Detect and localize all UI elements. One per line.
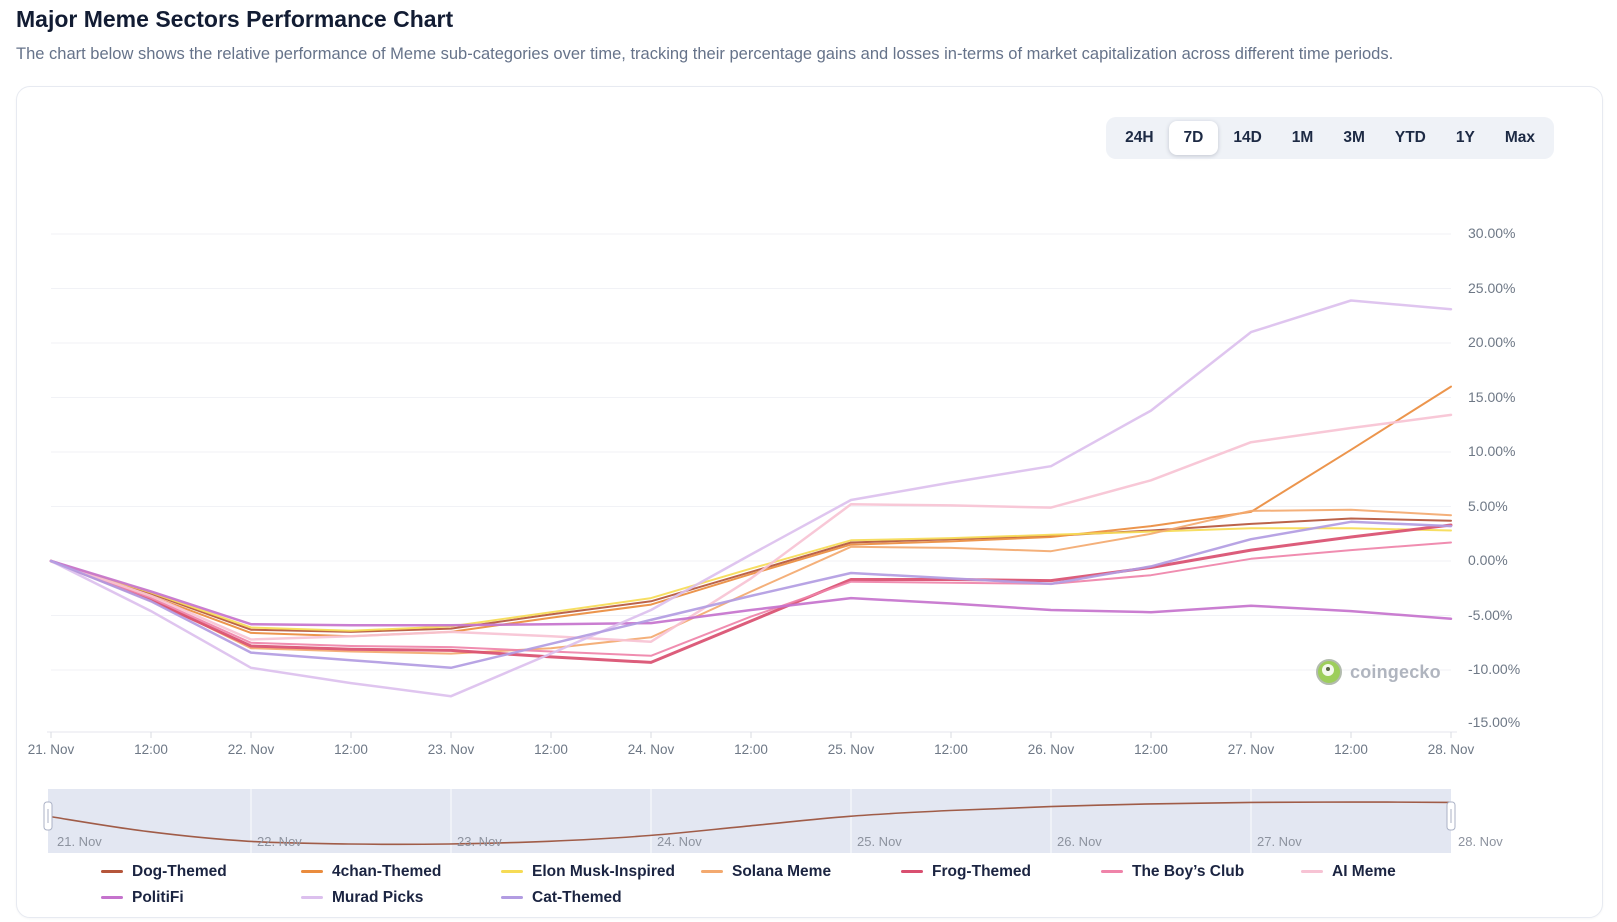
series-line-ai-meme[interactable] xyxy=(49,413,1453,643)
y-axis-label: 10.00% xyxy=(1468,443,1516,459)
legend-label: Murad Picks xyxy=(332,888,424,906)
y-axis-label: 25.00% xyxy=(1468,279,1516,296)
legend-label: Dog-Themed xyxy=(132,862,227,880)
series-line-politifi[interactable] xyxy=(49,559,1453,627)
range-button-max[interactable]: Max xyxy=(1504,129,1535,146)
y-axis-label: 30.00% xyxy=(1468,225,1516,241)
legend-label: PolitiFi xyxy=(132,888,184,906)
range-button-ytd[interactable]: YTD xyxy=(1394,129,1426,146)
legend-item-politifi[interactable]: PolitiFi xyxy=(101,887,301,908)
coingecko-logo-icon xyxy=(1316,659,1342,685)
range-button-14d[interactable]: 14D xyxy=(1233,129,1262,146)
legend-item-elon-musk-inspired[interactable]: Elon Musk-Inspired xyxy=(501,861,701,882)
time-range-selector: 24H 7D 14D 1M 3M YTD 1Y Max xyxy=(1106,117,1554,159)
x-axis-label: 24. Nov xyxy=(627,742,675,757)
legend-marker-cat-themed xyxy=(501,895,523,900)
legend-item-solana-meme[interactable]: Solana Meme xyxy=(701,861,901,882)
x-axis-label: 12:00 xyxy=(334,742,368,757)
range-button-1y[interactable]: 1Y xyxy=(1455,129,1475,146)
performance-chart xyxy=(43,233,1457,853)
legend-marker-murad-picks xyxy=(301,895,323,900)
legend-item-the-boys-club[interactable]: The Boy’s Club xyxy=(1101,861,1301,882)
range-button-7d[interactable]: 7D xyxy=(1168,121,1219,155)
y-axis-label: 15.00% xyxy=(1468,388,1516,405)
y-axis-label: -5.00% xyxy=(1468,606,1513,623)
series-line-cat-themed[interactable] xyxy=(49,520,1453,670)
x-axis-label: 21. Nov xyxy=(27,742,75,757)
legend-marker-politifi xyxy=(101,895,123,900)
x-axis-label: 28. Nov xyxy=(1427,742,1475,757)
legend-marker-solana-meme xyxy=(701,869,723,874)
legend-label: Cat-Themed xyxy=(532,888,622,906)
chart-card: 24H 7D 14D 1M 3M YTD 1Y Max 30.00% 25.00% 20.00% 1… xyxy=(16,86,1603,918)
navigator-date-label: 24. Nov xyxy=(657,834,702,849)
legend-label: Elon Musk-Inspired xyxy=(532,862,675,880)
navigator-date-label: 21. Nov xyxy=(57,834,102,849)
x-axis-label: 27. Nov xyxy=(1227,742,1275,757)
chart-legend: Dog-Themed 4chan-Themed Elon Musk-Inspired… xyxy=(101,861,1501,908)
legend-label: Solana Meme xyxy=(732,862,832,880)
series-line-4chan-themed[interactable] xyxy=(50,385,1452,638)
watermark-label: coingecko xyxy=(1350,661,1441,682)
legend-marker-frog-themed xyxy=(901,869,923,874)
x-axis-label: 26. Nov xyxy=(1027,742,1075,757)
series-line-elon-musk-inspired[interactable] xyxy=(50,527,1452,632)
x-axis-label: 12:00 xyxy=(534,742,568,757)
x-axis-label: 12:00 xyxy=(734,742,768,757)
legend-item-dog-themed[interactable]: Dog-Themed xyxy=(101,861,301,882)
legend-marker-the-boys-club xyxy=(1101,869,1123,874)
navigator-series-line xyxy=(47,801,1452,846)
legend-label: 4chan-Themed xyxy=(332,862,442,880)
legend-marker-ai-meme xyxy=(1301,869,1323,874)
y-axis-label: 0.00% xyxy=(1468,552,1508,568)
navigator-date-label: 28. Nov xyxy=(1458,834,1503,849)
legend-label: Frog-Themed xyxy=(932,862,1032,880)
y-axis-label: -10.00% xyxy=(1468,661,1521,677)
navigator-date-label: 26. Nov xyxy=(1057,834,1102,849)
y-axis-label: -15.00% xyxy=(1468,714,1521,730)
navigator-date-label: 22. Nov xyxy=(257,834,302,849)
navigator-date-label: 23. Nov xyxy=(457,834,502,849)
legend-item-frog-themed[interactable]: Frog-Themed xyxy=(901,861,1101,882)
navigator-handle-right[interactable] xyxy=(1446,801,1456,831)
x-axis-label: 12:00 xyxy=(134,742,168,757)
series-line-dog-themed[interactable] xyxy=(50,517,1452,633)
x-axis-label: 25. Nov xyxy=(827,742,875,757)
legend-item-ai-meme[interactable]: AI Meme xyxy=(1301,861,1501,882)
y-axis-label: 5.00% xyxy=(1468,497,1508,514)
legend-marker-dog-themed xyxy=(101,869,123,874)
x-axis-label: 23. Nov xyxy=(427,742,475,757)
legend-marker-4chan-themed xyxy=(301,869,323,874)
legend-item-cat-themed[interactable]: Cat-Themed xyxy=(501,887,701,908)
x-axis-label: 12:00 xyxy=(1334,742,1368,757)
range-button-3m[interactable]: 3M xyxy=(1343,129,1365,146)
series-line-solana-meme[interactable] xyxy=(50,508,1452,655)
range-button-1m[interactable]: 1M xyxy=(1291,129,1314,146)
legend-label: The Boy’s Club xyxy=(1132,862,1245,880)
page-title: Major Meme Sectors Performance Chart xyxy=(16,6,454,32)
series-line-murad-picks[interactable] xyxy=(49,299,1453,698)
legend-item-4chan-themed[interactable]: 4chan-Themed xyxy=(301,861,501,882)
x-axis-label: 12:00 xyxy=(1134,742,1168,757)
coingecko-watermark: coingecko xyxy=(1316,659,1441,685)
range-button-24h[interactable]: 24H xyxy=(1125,129,1154,146)
navigator-date-label: 25. Nov xyxy=(857,834,902,849)
legend-label: AI Meme xyxy=(1332,862,1396,880)
series-line-frog-themed[interactable] xyxy=(49,523,1453,664)
x-axis-label: 12:00 xyxy=(934,742,968,757)
legend-item-murad-picks[interactable]: Murad Picks xyxy=(301,887,501,908)
x-axis-label: 22. Nov xyxy=(227,742,275,757)
series-line-the-boys-club[interactable] xyxy=(50,541,1452,657)
legend-marker-elon-musk-inspired xyxy=(501,869,523,874)
y-axis-label: 20.00% xyxy=(1468,334,1516,350)
navigator-date-label: 27. Nov xyxy=(1257,834,1302,849)
navigator-handle-left[interactable] xyxy=(43,801,53,831)
page-subtitle: The chart below shows the relative perfo… xyxy=(16,45,1394,63)
